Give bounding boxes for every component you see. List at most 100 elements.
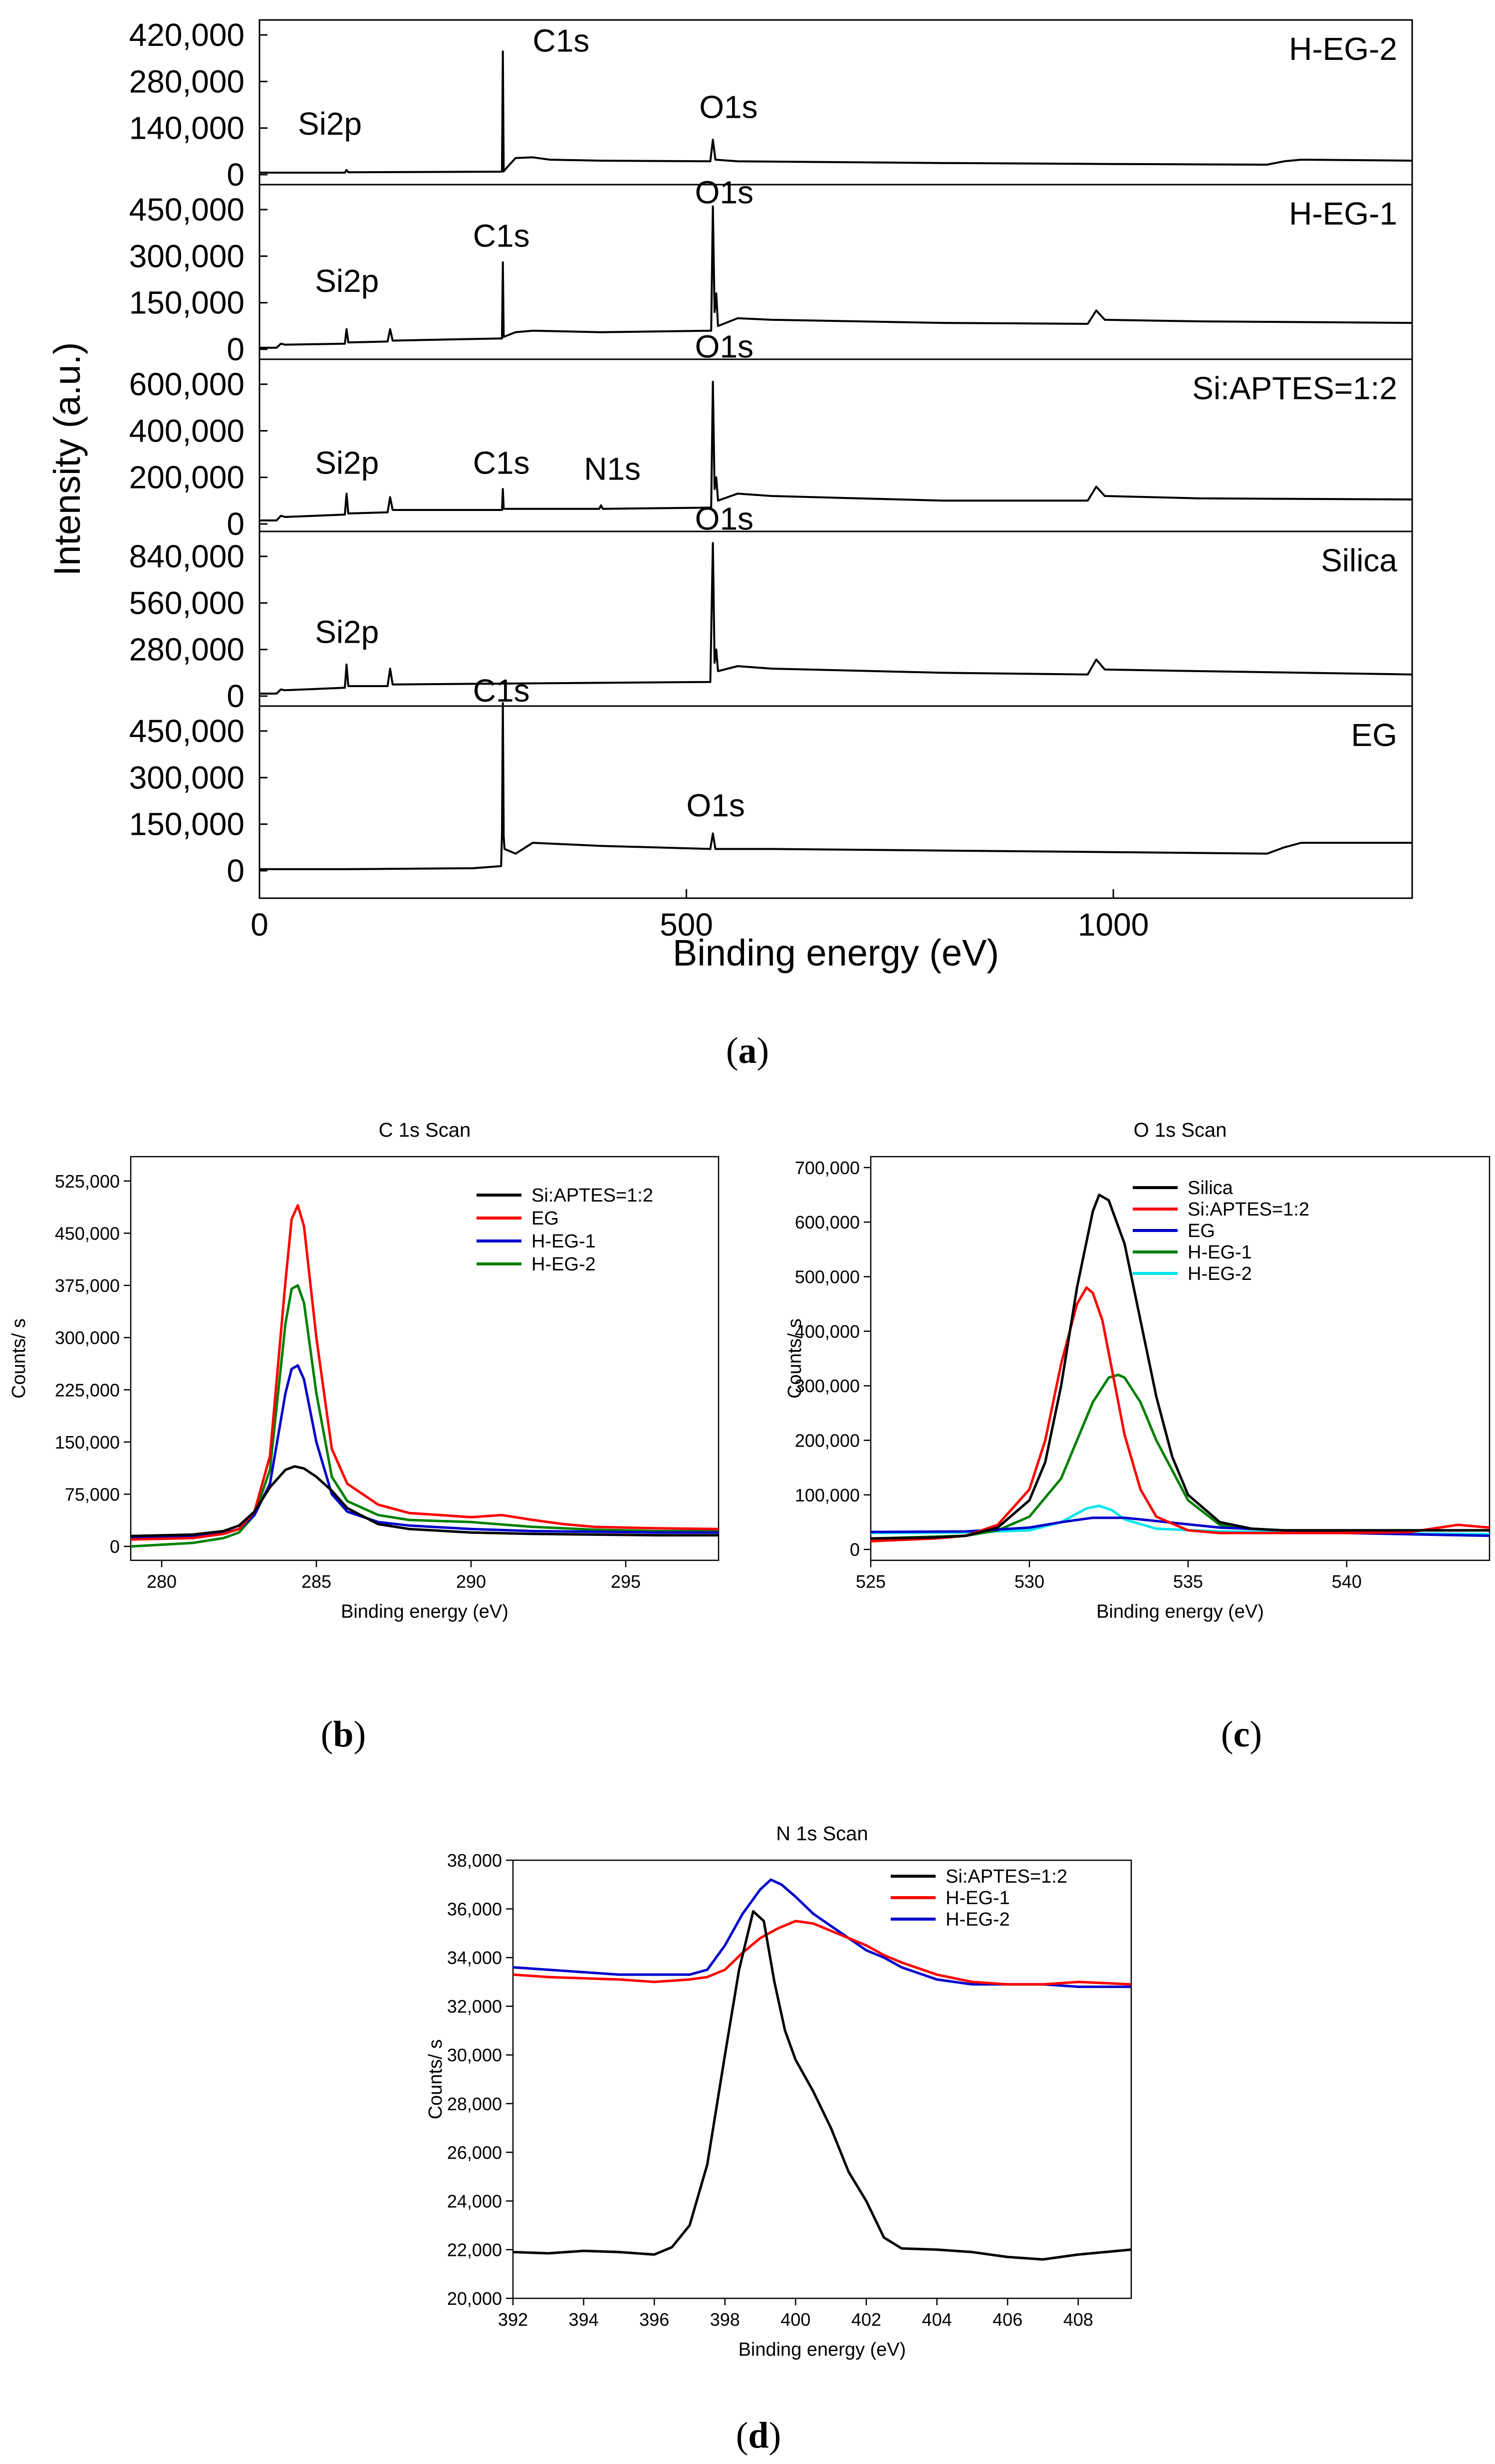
spectrum-line [259,702,1412,870]
plot-frame [130,1156,720,1561]
spectrum-name: Silica [1321,542,1397,578]
y-tick-label: 300,000 [129,238,245,274]
y-tick-label: 600,000 [129,366,245,402]
y-tick-label: 0 [227,678,245,714]
x-tick-label: 295 [611,1571,641,1592]
series-line-h-eg-1 [871,1373,1490,1540]
peak-label: Si2p [315,445,379,481]
series-line-h-eg-1 [513,1920,1131,1986]
y-tick-label: 34,000 [447,1948,502,1968]
y-tick-label: 420,000 [129,17,245,53]
legend-label: EG [531,1208,559,1229]
y-tick-label: 525,000 [55,1171,120,1192]
x-tick-label: 398 [710,2309,740,2330]
x-tick-label: 285 [301,1571,331,1592]
y-tick-label: 400,000 [129,413,245,449]
y-tick-label: 30,000 [447,2045,502,2065]
y-tick-label: 100,000 [795,1485,860,1505]
caption-c: (c) [1221,1714,1262,1755]
chart-title: O 1s Scan [1134,1119,1227,1141]
x-axis-label: Binding energy (eV) [341,1601,508,1622]
y-tick-label: 840,000 [129,538,245,574]
y-tick-label: 700,000 [795,1158,860,1178]
y-tick-label: 600,000 [795,1212,860,1232]
y-tick-label: 280,000 [129,632,245,668]
y-tick-label: 26,000 [447,2142,502,2163]
caption-b: (b) [321,1714,366,1755]
chart-d: N 1s Scan 20,000 22,000 24,000 26,000 28,000 3… [425,1823,1132,2360]
peak-label: Si2p [315,263,379,299]
legend-label: H-EG-2 [531,1254,596,1275]
legend-label: H-EG-1 [946,1888,1010,1909]
peak-label: O1s [695,175,753,211]
series-group [131,1204,719,1548]
x-tick-label: 404 [922,2309,952,2330]
peak-label: O1s [687,787,745,823]
y-tick-label: 150,000 [129,285,245,321]
y-tick-label: 200,000 [795,1430,860,1451]
caption-a: (a) [726,1030,769,1071]
x-tick-label: 500 [660,907,713,943]
chart-title: N 1s Scan [776,1823,868,1845]
series-line-si-aptes-1-2 [871,1286,1490,1543]
y-tick-label: 450,000 [55,1223,120,1243]
legend-label: Silica [1188,1178,1234,1199]
x-tick-label: 1000 [1078,907,1149,943]
peak-label: Si2p [315,614,379,650]
y-tick-label: 300,000 [129,759,245,795]
spectrum-silica: 0 280,000 560,000 840,000 Silica Si2p O1s [129,501,1413,714]
y-axis-label: Counts/ s [8,1318,29,1399]
y-tick-label: 28,000 [447,2094,502,2114]
series-line-eg [131,1204,719,1541]
peak-label: C1s [473,445,530,481]
y-tick-label: 22,000 [447,2239,502,2260]
chart-a: 0 140,000 280,000 420,000 H-EG-2 Si2p C1s O1s 0 1… [46,17,1413,974]
series-group [871,1194,1490,1543]
x-tick-label: 540 [1332,1571,1362,1592]
x-tick-label: 394 [569,2309,599,2330]
y-tick-label: 375,000 [55,1275,120,1296]
peak-label: O1s [695,328,753,364]
y-tick-label: 0 [227,853,245,889]
chart-c: O 1s Scan 0 100,000 200,000 300,000 400,000 50… [784,1119,1491,1622]
y-tick-label: 36,000 [447,1899,502,1920]
series-line-si-aptes-1-2 [131,1465,719,1537]
spectrum-name: H-EG-1 [1289,196,1397,232]
y-tick-label: 300,000 [795,1376,860,1396]
peak-label: N1s [584,451,641,487]
y-tick-label: 500,000 [795,1267,860,1287]
x-tick-label: 400 [780,2309,810,2330]
x-axis-label: Binding energy (eV) [673,932,999,974]
x-tick-label: 525 [856,1571,886,1592]
y-tick-label: 20,000 [447,2288,502,2309]
spectrum-line [259,205,1413,349]
y-tick-label: 0 [850,1539,860,1560]
spectrum-h-eg-2: 0 140,000 280,000 420,000 H-EG-2 Si2p C1s O1s [129,17,1413,193]
legend-label: H-EG-1 [1188,1242,1252,1263]
legend-label: H-EG-1 [531,1231,596,1252]
y-tick-label: 400,000 [795,1321,860,1342]
y-tick-label: 75,000 [65,1484,120,1504]
y-tick-label: 560,000 [129,585,245,621]
x-tick-label: 0 [250,907,268,943]
peak-label: Si2p [298,106,362,142]
y-tick-label: 24,000 [447,2191,502,2212]
spectrum-line [259,50,1413,174]
y-tick-label: 0 [227,331,245,367]
legend-label: Si:APTES=1:2 [1188,1199,1309,1220]
spectrum-line [259,381,1413,521]
spectrum-h-eg-1: 0 150,000 300,000 450,000 H-EG-1 Si2p C1s O1s [129,175,1413,367]
spectrum-name: EG [1351,717,1397,753]
caption-d: (d) [736,2415,781,2456]
x-axis-label: Binding energy (eV) [1096,1601,1264,1622]
y-tick-label: 280,000 [129,63,245,99]
spectrum-line [259,542,1413,695]
y-tick-label: 300,000 [55,1328,120,1348]
legend-label: Si:APTES=1:2 [946,1866,1067,1887]
y-tick-label: 0 [227,157,245,193]
spectrum-name: H-EG-2 [1289,31,1397,67]
x-tick-label: 392 [498,2309,528,2330]
y-axis-label: Counts/ s [425,2039,446,2120]
y-tick-label: 150,000 [55,1432,120,1453]
